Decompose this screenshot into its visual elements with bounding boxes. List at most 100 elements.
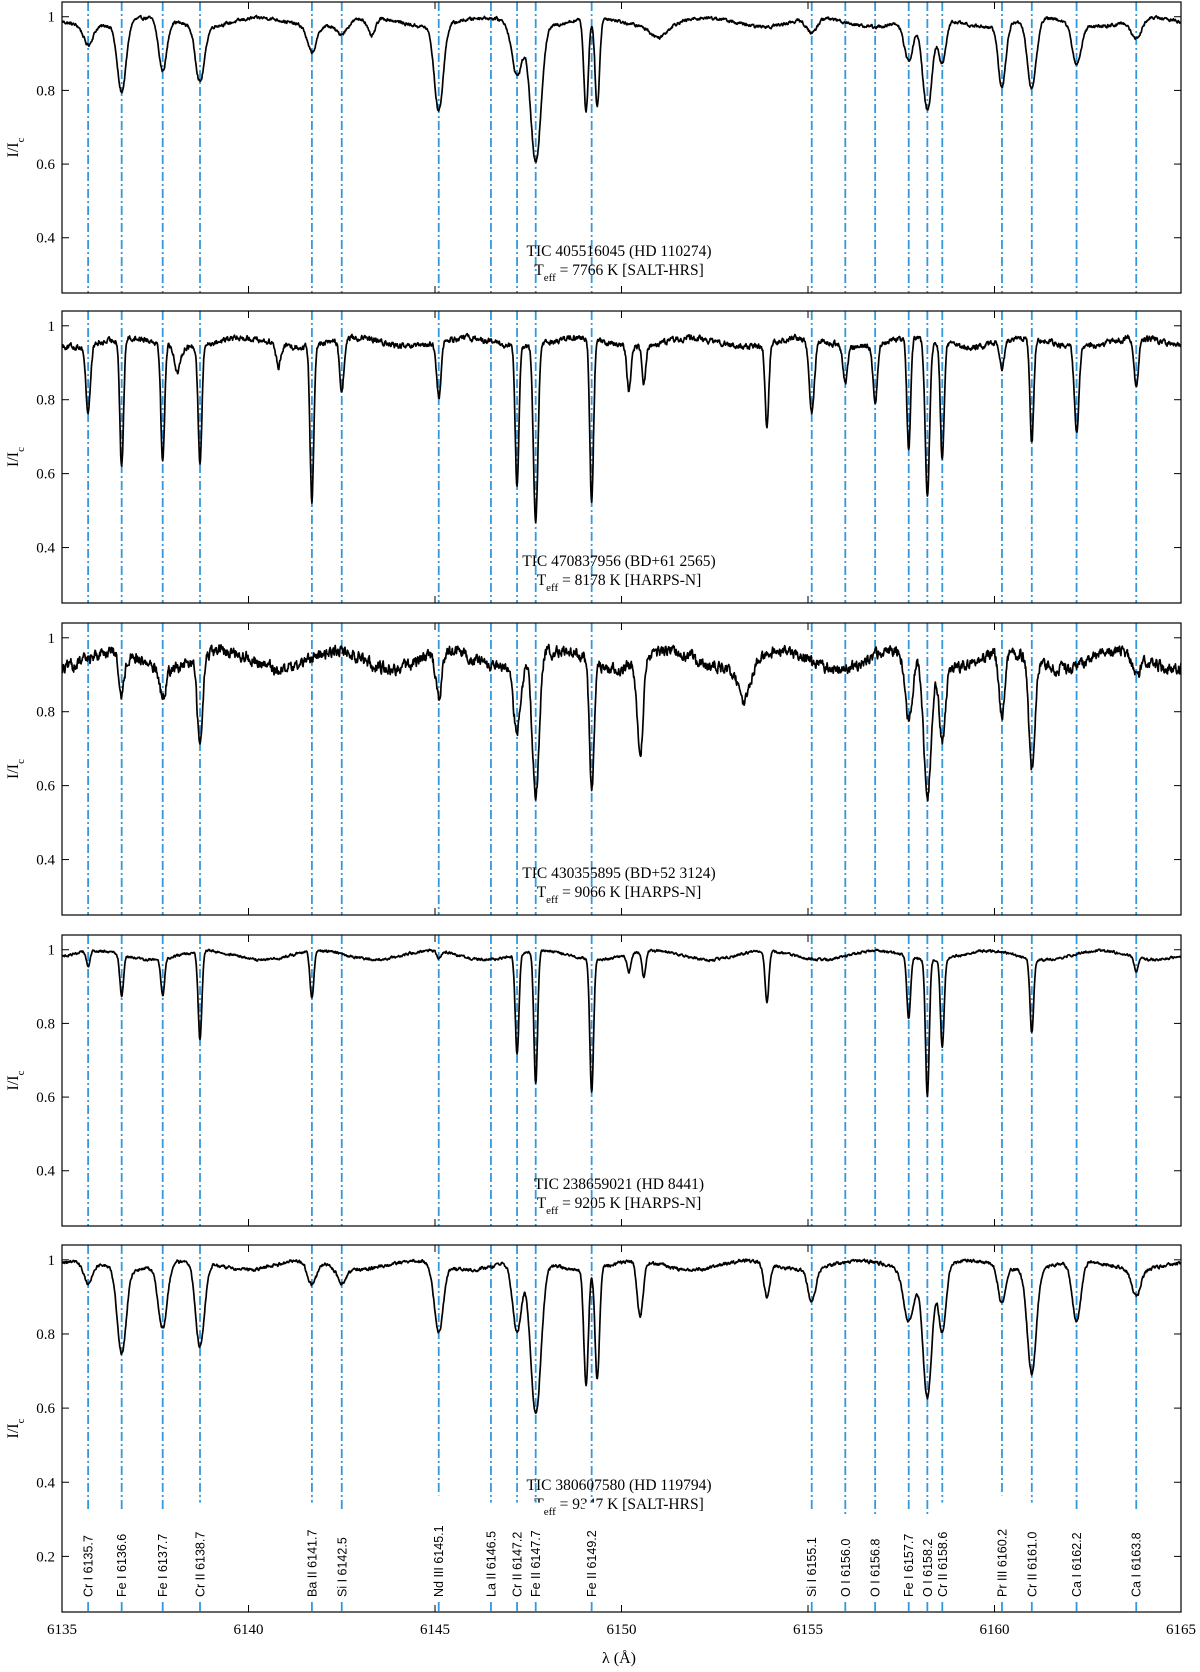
line-label: Fe I 6136.6 bbox=[115, 1534, 129, 1597]
line-label: Si I 6142.5 bbox=[335, 1537, 349, 1597]
line-label: O I 6156.8 bbox=[869, 1539, 883, 1597]
y-tick-label: 0.2 bbox=[36, 1549, 55, 1565]
y-tick-label: 0.8 bbox=[36, 83, 55, 99]
y-tick-label: 0.4 bbox=[36, 231, 55, 247]
y-tick-label: 0.8 bbox=[36, 1016, 55, 1032]
y-tick-label: 0.4 bbox=[36, 541, 55, 557]
line-label-bg bbox=[935, 1502, 950, 1599]
x-tick-label: 6145 bbox=[420, 1622, 450, 1638]
line-label: Pr III 6160.2 bbox=[995, 1529, 1009, 1597]
line-label: Cr II 6158.6 bbox=[936, 1532, 950, 1597]
line-label-bg bbox=[994, 1495, 1009, 1599]
line-label-bg bbox=[81, 1509, 96, 1599]
line-label-bg bbox=[804, 1509, 819, 1599]
line-label: Ca I 6163.8 bbox=[1130, 1532, 1144, 1597]
y-axis-label: I/Ic bbox=[5, 447, 27, 467]
panels-layer: 0.4 0.6 0.8 1 I/Ic TIC 405516045 (HD 110274) T… bbox=[5, 1, 1196, 1638]
y-tick-label: 0.8 bbox=[36, 1327, 55, 1343]
y-tick-label: 0.6 bbox=[36, 779, 55, 795]
line-label-bg bbox=[528, 1502, 543, 1599]
line-label-bg bbox=[1069, 1509, 1084, 1599]
line-label-bg bbox=[1024, 1502, 1039, 1599]
line-label: Fe I 6157.7 bbox=[902, 1534, 916, 1597]
y-axis-label: I/Ic bbox=[5, 1418, 27, 1438]
star-name: TIC 470837956 (BD+61 2565) bbox=[522, 553, 715, 570]
line-label: O I 6156.0 bbox=[839, 1539, 853, 1597]
x-axis-label: λ (Å) bbox=[602, 1649, 636, 1667]
star-name: TIC 380607580 (HD 119794) bbox=[527, 1477, 712, 1494]
line-label-bg bbox=[868, 1517, 883, 1599]
line-label: Fe I 6137.7 bbox=[156, 1534, 170, 1597]
line-label: Ca I 6162.2 bbox=[1070, 1532, 1084, 1597]
line-label-bg bbox=[304, 1502, 319, 1599]
spectrum-panel-2: 0.4 0.6 0.8 1 I/Ic TIC 470837956 (BD+61 2565)… bbox=[5, 310, 1182, 604]
line-label: Cr II 6138.7 bbox=[194, 1532, 208, 1597]
y-axis-label: I/Ic bbox=[5, 137, 27, 157]
spectrum-panel-4: 0.4 0.6 0.8 1 I/Ic TIC 238659021 (HD 8441) Tef… bbox=[5, 934, 1182, 1227]
y-axis-label: I/Ic bbox=[5, 759, 27, 779]
line-label-bg bbox=[483, 1502, 498, 1599]
y-tick-label: 1 bbox=[48, 631, 56, 647]
y-tick-label: 0.4 bbox=[36, 853, 55, 869]
x-tick-label: 6165 bbox=[1166, 1622, 1196, 1638]
y-tick-label: 1 bbox=[48, 10, 56, 26]
line-label: O I 6158.2 bbox=[921, 1539, 935, 1597]
x-tick-label: 6160 bbox=[980, 1622, 1010, 1638]
line-label-bg bbox=[838, 1517, 853, 1599]
x-tick-label: 6135 bbox=[47, 1622, 77, 1638]
y-tick-label: 0.4 bbox=[36, 1164, 55, 1180]
star-name: TIC 405516045 (HD 110274) bbox=[527, 243, 712, 260]
teff-label: Teff = 9347 K [SALT-HRS] bbox=[534, 1496, 703, 1518]
x-tick-label: 6150 bbox=[607, 1622, 637, 1638]
line-label: Cr II 6147.2 bbox=[511, 1532, 525, 1597]
line-label: Cr I 6135.7 bbox=[82, 1535, 96, 1597]
spectrum-panel-3: 0.4 0.6 0.8 1 I/Ic TIC 430355895 (BD+52 3124)… bbox=[5, 622, 1182, 916]
y-tick-label: 0.6 bbox=[36, 157, 55, 173]
line-label: Cr II 6161.0 bbox=[1025, 1532, 1039, 1597]
y-axis-label: I/Ic bbox=[5, 1070, 27, 1090]
teff-label: Teff = 9066 K [HARPS-N] bbox=[537, 884, 702, 906]
y-tick-label: 1 bbox=[48, 943, 56, 959]
teff-label: Teff = 9205 K [HARPS-N] bbox=[537, 1195, 702, 1217]
line-label: Ba II 6141.7 bbox=[305, 1530, 319, 1597]
spectrum-line bbox=[62, 643, 1181, 802]
spectrum-line bbox=[62, 332, 1181, 524]
line-label-bg bbox=[1129, 1509, 1144, 1599]
spectrum-line bbox=[62, 14, 1181, 163]
line-label-bg bbox=[901, 1509, 916, 1599]
spectrum-panel-5: 0.2 0.4 0.6 0.8 1 I/Ic TIC 380607580 (HD 11979… bbox=[5, 1244, 1182, 1613]
star-name: TIC 238659021 (HD 8441) bbox=[534, 1176, 704, 1193]
line-label-bg bbox=[155, 1509, 170, 1599]
y-tick-label: 1 bbox=[48, 319, 56, 335]
line-label: La II 6146.5 bbox=[484, 1531, 498, 1597]
panel-frame bbox=[61, 1244, 1182, 1613]
line-label-bg bbox=[193, 1502, 208, 1599]
y-tick-label: 0.6 bbox=[36, 1090, 55, 1106]
line-label-bg bbox=[920, 1517, 935, 1599]
line-label: Si I 6155.1 bbox=[805, 1537, 819, 1597]
line-labels: Cr I 6135.7 Fe I 6136.6 Fe I 6137.7 Cr II 6… bbox=[81, 1495, 1144, 1599]
teff-label: Teff = 8178 K [HARPS-N] bbox=[537, 572, 702, 594]
x-tick-label: 6140 bbox=[234, 1622, 264, 1638]
line-label: Fe II 6149.2 bbox=[585, 1530, 599, 1597]
y-tick-label: 0.4 bbox=[36, 1475, 55, 1491]
line-label-bg bbox=[584, 1502, 599, 1599]
spectrum-line bbox=[62, 1258, 1181, 1415]
y-tick-label: 1 bbox=[48, 1253, 56, 1269]
line-label-bg bbox=[114, 1509, 129, 1599]
x-tick-labels: 6135 6140 6145 6150 6155 6160 6165 bbox=[47, 1622, 1196, 1638]
line-label-bg bbox=[334, 1509, 349, 1599]
spectrum-panel-1: 0.4 0.6 0.8 1 I/Ic TIC 405516045 (HD 110274) T… bbox=[5, 1, 1182, 294]
teff-label: Teff = 7766 K [SALT-HRS] bbox=[534, 262, 703, 284]
line-label: Nd III 6145.1 bbox=[432, 1525, 446, 1597]
x-tick-label: 6155 bbox=[793, 1622, 823, 1638]
line-label-bg bbox=[431, 1495, 446, 1599]
spectrum-line bbox=[62, 948, 1181, 1098]
y-tick-label: 0.6 bbox=[36, 467, 55, 483]
line-label: Fe II 6147.7 bbox=[529, 1530, 543, 1597]
line-label-bg bbox=[510, 1502, 525, 1599]
x-axis: λ (Å) bbox=[602, 1649, 636, 1667]
y-tick-label: 0.8 bbox=[36, 393, 55, 409]
star-name: TIC 430355895 (BD+52 3124) bbox=[522, 865, 715, 882]
